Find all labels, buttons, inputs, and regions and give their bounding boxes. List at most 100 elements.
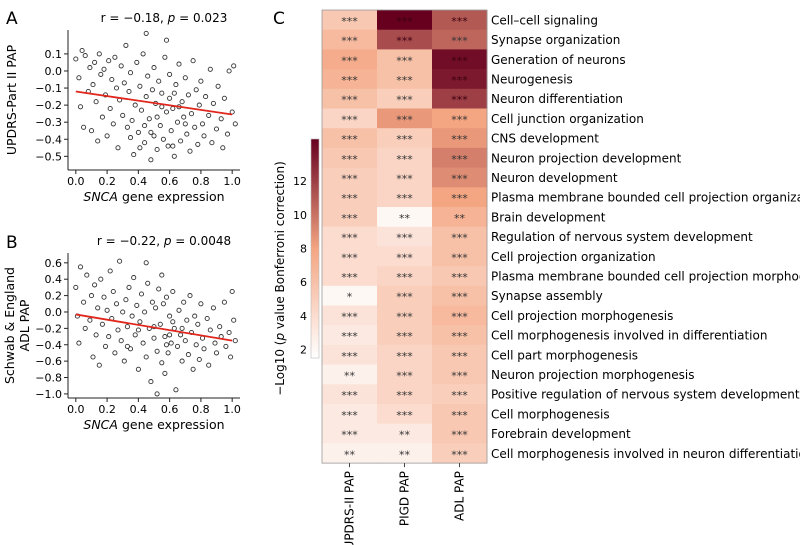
significance-stars: *** bbox=[341, 232, 358, 245]
y-tick-label: −1.0 bbox=[35, 388, 62, 401]
data-point bbox=[221, 95, 227, 101]
heatmap-cell bbox=[377, 305, 433, 326]
data-point bbox=[190, 58, 196, 64]
data-point bbox=[137, 83, 143, 89]
data-point bbox=[159, 360, 165, 366]
data-point bbox=[163, 342, 170, 348]
data-point bbox=[182, 121, 188, 127]
significance-stars: *** bbox=[451, 192, 468, 205]
significance-stars: *** bbox=[396, 133, 413, 146]
data-point bbox=[92, 59, 98, 65]
significance-stars: *** bbox=[396, 310, 413, 323]
data-point bbox=[148, 157, 154, 163]
data-point bbox=[110, 288, 116, 295]
data-point bbox=[204, 315, 210, 322]
data-point bbox=[163, 294, 170, 300]
data-point bbox=[193, 87, 199, 93]
heatmap-cell bbox=[432, 187, 488, 208]
x-tick-label: 0.2 bbox=[98, 175, 116, 188]
y-tick-label: −0.3 bbox=[35, 116, 62, 129]
data-point bbox=[168, 340, 174, 346]
data-point bbox=[148, 379, 154, 385]
data-point bbox=[127, 135, 134, 141]
data-point bbox=[93, 332, 99, 338]
data-point bbox=[187, 293, 193, 299]
significance-stars: *** bbox=[396, 113, 413, 126]
heatmap-cell bbox=[377, 187, 433, 208]
data-point bbox=[135, 129, 141, 135]
heatmap-cell bbox=[322, 325, 378, 346]
data-point bbox=[207, 327, 213, 333]
data-point bbox=[120, 112, 126, 118]
significance-stars: *** bbox=[396, 330, 413, 343]
significance-stars: *** bbox=[396, 192, 413, 205]
data-point bbox=[213, 350, 220, 356]
data-point bbox=[231, 63, 237, 69]
row-label: Plasma membrane bounded cell projection … bbox=[491, 191, 800, 205]
data-point bbox=[207, 66, 213, 72]
significance-stars: *** bbox=[341, 133, 358, 146]
data-point bbox=[154, 114, 160, 120]
row-label: Cell projection morphogenesis bbox=[491, 309, 673, 323]
data-point bbox=[112, 350, 118, 356]
data-point bbox=[131, 275, 137, 281]
heatmap-cell bbox=[432, 364, 488, 385]
heatmap-cell bbox=[432, 266, 488, 287]
data-point bbox=[160, 301, 166, 307]
data-point bbox=[223, 343, 229, 349]
heatmap-cell bbox=[322, 128, 378, 149]
data-point bbox=[77, 104, 84, 110]
data-point bbox=[124, 343, 130, 349]
y-tick-label: 0.1 bbox=[45, 48, 63, 61]
data-point bbox=[209, 140, 215, 146]
significance-stars: *** bbox=[396, 153, 413, 166]
heatmap-cell bbox=[377, 128, 433, 149]
data-point bbox=[117, 258, 123, 264]
data-point bbox=[220, 145, 226, 151]
data-point bbox=[182, 338, 188, 344]
row-label: Cell morphogenesis bbox=[491, 407, 610, 421]
data-point bbox=[232, 121, 238, 127]
data-point bbox=[179, 358, 185, 364]
data-point bbox=[232, 338, 238, 344]
data-point bbox=[162, 370, 168, 376]
heatmap-cell bbox=[377, 423, 433, 444]
data-point bbox=[92, 282, 98, 288]
data-point bbox=[195, 141, 201, 147]
significance-stars: *** bbox=[451, 35, 468, 48]
colorbar-tick-label: 12 bbox=[293, 175, 307, 188]
significance-stars: *** bbox=[451, 310, 468, 323]
data-point bbox=[143, 354, 149, 360]
data-point bbox=[126, 284, 132, 290]
colorbar-tick-label: 2 bbox=[300, 344, 307, 357]
data-point bbox=[123, 297, 129, 303]
heatmap-cell bbox=[377, 325, 433, 346]
data-point bbox=[146, 116, 152, 122]
data-point bbox=[115, 145, 121, 151]
data-point bbox=[178, 138, 184, 144]
panel-letter: A bbox=[6, 9, 18, 29]
data-point bbox=[140, 340, 146, 346]
row-label: Synapse organization bbox=[491, 33, 620, 47]
data-point bbox=[76, 75, 82, 81]
data-point bbox=[143, 260, 149, 266]
data-point bbox=[120, 309, 126, 315]
heatmap-cell bbox=[322, 423, 378, 444]
significance-stars: *** bbox=[341, 330, 358, 343]
y-tick-label: −0.5 bbox=[35, 150, 62, 163]
data-point bbox=[185, 92, 191, 98]
significance-stars: *** bbox=[451, 15, 468, 28]
significance-stars: *** bbox=[451, 232, 468, 245]
data-point bbox=[96, 362, 102, 368]
heatmap-cell bbox=[432, 49, 488, 70]
data-point bbox=[179, 325, 185, 331]
data-point bbox=[118, 63, 124, 69]
significance-stars: *** bbox=[341, 54, 358, 67]
data-point bbox=[118, 338, 124, 344]
data-point bbox=[221, 299, 227, 305]
data-point bbox=[195, 321, 201, 327]
heatmap-cell bbox=[432, 88, 488, 109]
heatmap-cell bbox=[377, 10, 433, 31]
data-point bbox=[170, 288, 176, 295]
